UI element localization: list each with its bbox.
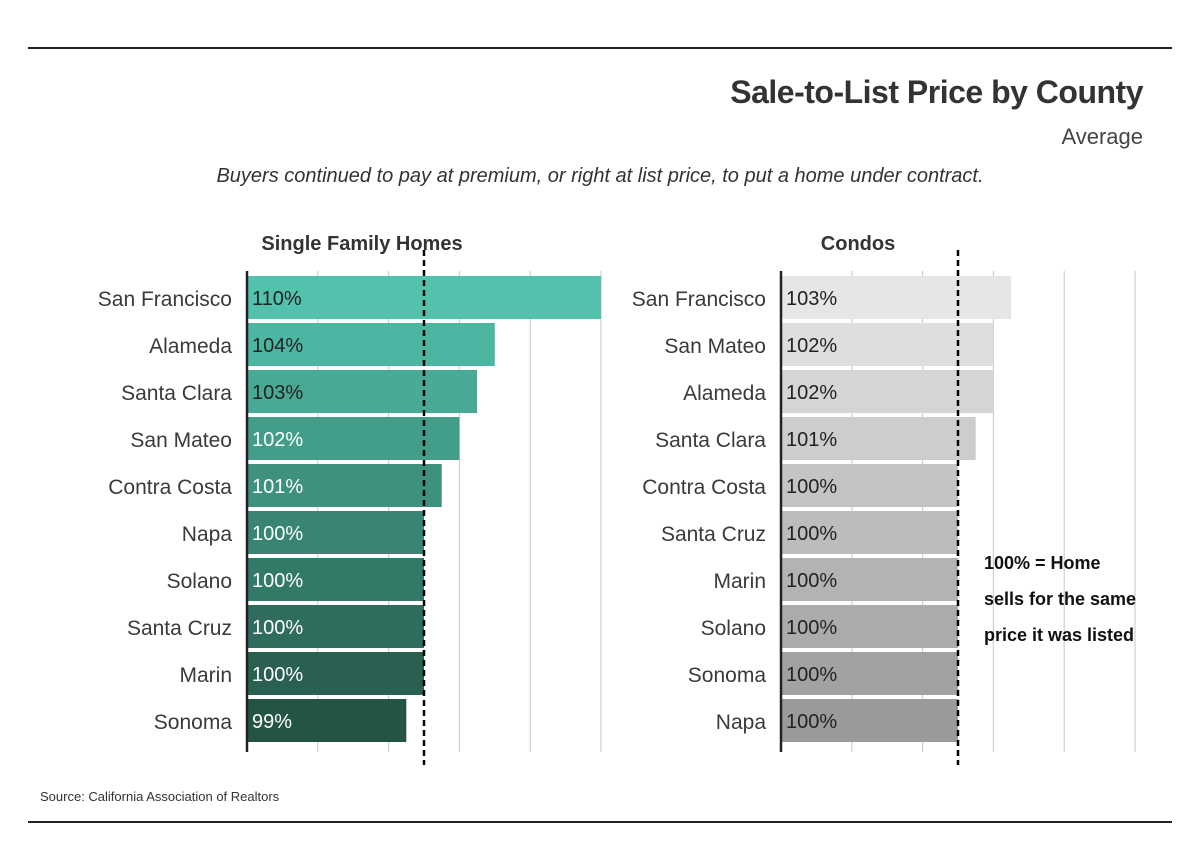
sfh-category-label: Sonoma [154, 711, 233, 734]
condo-bar [781, 699, 958, 742]
sfh-category-label: Santa Clara [121, 382, 232, 405]
condo-value-label: 102% [786, 382, 837, 404]
condo-category-label: Alameda [683, 382, 766, 405]
condo-category-label: Santa Clara [655, 429, 766, 452]
sfh-category-label: Alameda [149, 335, 232, 358]
annotation-line: 100% = Home [984, 553, 1101, 573]
sfh-bar [247, 558, 424, 601]
condo-category-label: Solano [701, 617, 766, 640]
annotation-line: sells for the same [984, 589, 1136, 609]
condo-category-label: San Mateo [664, 335, 766, 358]
reference-annotation: 100% = Home sells for the same price it wa… [984, 553, 1136, 645]
sfh-value-label: 100% [252, 523, 303, 545]
source-note: Source: California Association of Realto… [40, 789, 280, 804]
sfh-category-label: Solano [167, 570, 232, 593]
condo-value-label: 100% [786, 570, 837, 592]
sfh-value-label: 103% [252, 382, 303, 404]
sfh-bar [247, 511, 424, 554]
sfh-category-label: San Francisco [98, 288, 232, 311]
condo-value-label: 100% [786, 664, 837, 686]
condo-bar [781, 652, 958, 695]
condo-value-label: 100% [786, 523, 837, 545]
sfh-value-label: 101% [252, 476, 303, 498]
sfh-panel-title: Single Family Homes [261, 233, 462, 255]
sfh-value-label: 100% [252, 617, 303, 639]
sfh-category-label: San Mateo [130, 429, 232, 452]
top-rule [28, 47, 1172, 49]
sfh-category-label: Marin [179, 664, 232, 687]
sfh-value-label: 99% [252, 711, 292, 733]
sfh-bar [247, 323, 495, 366]
sfh-bar [247, 370, 478, 413]
sfh-value-label: 104% [252, 335, 303, 357]
condo-value-label: 100% [786, 711, 837, 733]
sfh-bar [247, 464, 442, 507]
condo-bar [781, 276, 1012, 319]
condo-bar [781, 511, 958, 554]
sfh-bar [247, 699, 407, 742]
sfh-value-label: 100% [252, 570, 303, 592]
sfh-value-label: 100% [252, 664, 303, 686]
sfh-bar [247, 605, 424, 648]
chart-subtitle: Average [1061, 124, 1143, 149]
condo-panel: Condos San Francisco 103% San Mateo 102% Alam… [632, 233, 1136, 765]
condo-bar [781, 558, 958, 601]
chart-note: Buyers continued to pay at premium, or r… [216, 165, 984, 187]
condo-value-label: 101% [786, 429, 837, 451]
condo-value-label: 100% [786, 476, 837, 498]
condo-category-label: Santa Cruz [661, 523, 766, 546]
annotation-line: price it was listed [984, 625, 1134, 645]
condo-value-label: 103% [786, 288, 837, 310]
condo-category-label: Contra Costa [642, 476, 766, 499]
condo-category-label: San Francisco [632, 288, 766, 311]
chart-title: Sale-to-List Price by County [730, 74, 1143, 110]
sfh-category-label: Napa [182, 523, 233, 546]
condo-value-label: 102% [786, 335, 837, 357]
sfh-value-label: 110% [252, 288, 302, 310]
condo-bar [781, 464, 958, 507]
condo-category-label: Napa [716, 711, 767, 734]
condo-category-label: Sonoma [688, 664, 767, 687]
condo-bar [781, 417, 976, 460]
condo-panel-title: Condos [821, 233, 895, 255]
bottom-rule [28, 821, 1172, 823]
sfh-bar [247, 652, 424, 695]
condo-category-label: Marin [713, 570, 766, 593]
sfh-panel: Single Family Homes San Francisco 110% Alam… [98, 233, 602, 765]
sfh-value-label: 102% [252, 429, 303, 451]
sfh-category-label: Contra Costa [108, 476, 232, 499]
condo-bar [781, 605, 958, 648]
condo-value-label: 100% [786, 617, 837, 639]
sfh-category-label: Santa Cruz [127, 617, 232, 640]
